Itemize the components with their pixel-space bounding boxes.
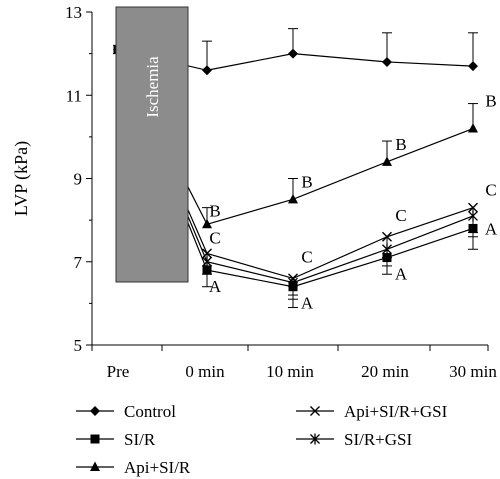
diamond-marker [202, 65, 212, 76]
x-tick-label: 10 min [266, 362, 314, 381]
asterisk-marker [468, 210, 478, 222]
triangle-marker [288, 193, 298, 204]
asterisk-marker [310, 433, 320, 445]
legend-label: Control [124, 402, 176, 421]
x-marker [468, 202, 478, 213]
y-axis-title: LVP (kPa) [11, 141, 32, 216]
triangle-point [90, 461, 100, 471]
legend: Control SI/R Api+SI/R Api+SI/R+GSI SI/R+GSI [76, 402, 448, 477]
diamond-marker [468, 61, 478, 72]
ischemia-label: Ischemia [143, 56, 162, 118]
x-point-stroke [310, 406, 320, 416]
significance-label: B [485, 92, 496, 111]
legend-item: SI/R+GSI [296, 430, 412, 449]
y-tick-label: 5 [74, 336, 83, 355]
y-tick-label: 9 [74, 170, 83, 189]
asterisk-marker [382, 243, 392, 255]
x-tick-label: 0 min [185, 362, 225, 381]
triangle-marker [90, 461, 100, 471]
ischemia-region: Ischemia [115, 6, 189, 283]
x-point-stroke [468, 202, 478, 213]
significance-label: A [209, 277, 222, 296]
axes: 5 7 9 11 13 Pre 0 min 10 min 20 min 30 min LVP (kP… [11, 3, 497, 381]
legend-label: SI/R+GSI [344, 430, 412, 449]
square-point [90, 434, 100, 444]
diamond-point [468, 61, 478, 72]
x-marker [382, 231, 392, 242]
legend-label: Api+SI/R [124, 458, 191, 477]
legend-item: Control [76, 402, 176, 421]
x-tick-label: Pre [107, 362, 130, 381]
significance-label: C [395, 206, 406, 225]
x-marker [202, 248, 212, 259]
legend-label: SI/R [124, 430, 156, 449]
significance-label: A [395, 265, 408, 284]
diamond-point [202, 65, 212, 76]
diamond-point [90, 406, 100, 416]
x-tick-label: 30 min [449, 362, 497, 381]
triangle-marker [382, 156, 392, 166]
triangle-point [382, 156, 392, 166]
significance-label: B [209, 201, 220, 220]
legend-item: SI/R [76, 430, 156, 449]
asterisk-marker [202, 256, 212, 268]
asterisk-marker [288, 277, 298, 289]
diamond-marker [288, 48, 298, 59]
significance-label: A [301, 294, 314, 313]
triangle-point [202, 218, 212, 229]
diamond-marker [382, 56, 392, 67]
ischemia-box [115, 6, 189, 283]
significance-label: B [301, 172, 312, 191]
y-tick-label: 11 [66, 86, 82, 105]
triangle-marker [202, 218, 212, 229]
significance-label: C [209, 228, 220, 247]
y-tick-label: 13 [65, 3, 82, 22]
triangle-point [288, 193, 298, 204]
diamond-point [288, 48, 298, 59]
x-point-stroke [202, 248, 212, 259]
x-tick-label: 20 min [361, 362, 409, 381]
legend-item: Api+SI/R [76, 458, 191, 477]
legend-item: Api+SI/R+GSI [296, 402, 448, 421]
y-tick-label: 7 [74, 253, 83, 272]
significance-label: C [485, 181, 496, 200]
triangle-point [468, 123, 478, 133]
diamond-marker [90, 406, 100, 416]
legend-label: Api+SI/R+GSI [344, 402, 448, 421]
diamond-point [382, 56, 392, 67]
significance-label: A [485, 219, 498, 238]
significance-label: C [301, 247, 312, 266]
triangle-marker [468, 123, 478, 133]
x-point-stroke [382, 231, 392, 242]
x-marker [310, 406, 320, 416]
square-marker [90, 434, 100, 444]
significance-label: B [395, 135, 406, 154]
